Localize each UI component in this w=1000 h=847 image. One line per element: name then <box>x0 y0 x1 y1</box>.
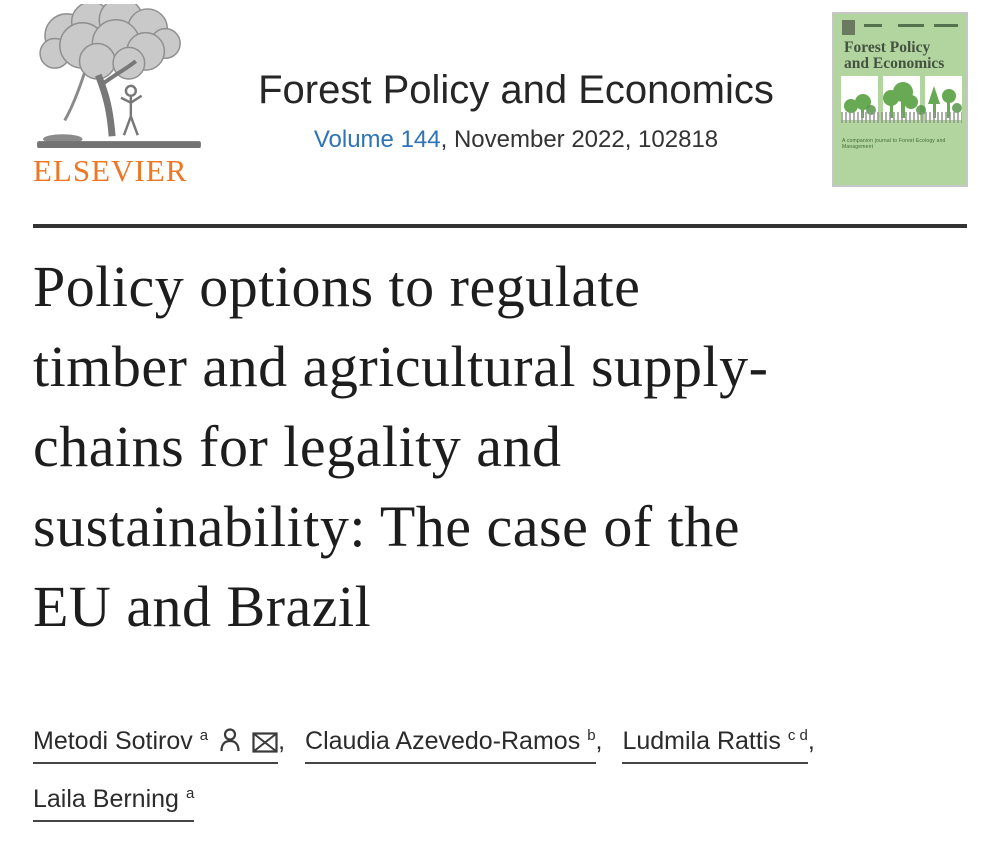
author-link-3[interactable]: Ludmila Rattis c d <box>622 726 808 764</box>
author-separator: , <box>595 727 603 755</box>
volume-link[interactable]: Volume 144 <box>313 126 441 153</box>
author-affiliation-sup: c d <box>787 726 808 744</box>
cover-treeline-texture <box>841 112 962 123</box>
header-divider <box>33 224 967 228</box>
elsevier-tree-icon <box>37 0 201 149</box>
author-name: Ludmila Rattis <box>622 727 781 755</box>
issue-line: Volume 144, November 2022, 102818 <box>210 126 822 154</box>
cover-subtitle: A companion journal to Forest Ecology an… <box>842 138 946 150</box>
cover-journal-title: Forest Policy and Economics <box>844 39 945 72</box>
article-title: Policy options to regulate timber and ag… <box>33 247 983 647</box>
journal-banner: Forest Policy and Economics Volume 144, … <box>210 68 822 154</box>
elsevier-wordmark: ELSEVIER <box>33 153 188 188</box>
cover-elsevier-mark-icon <box>842 20 855 35</box>
person-icon[interactable] <box>218 727 242 753</box>
author-link-4[interactable]: Laila Berning a <box>33 784 195 822</box>
cover-header-text <box>898 24 924 27</box>
author-separator: , <box>807 727 815 755</box>
title-line: chains for legality and <box>33 414 562 479</box>
author-affiliation-sup: a <box>199 726 209 744</box>
title-line: sustainability: The case of the <box>33 494 741 559</box>
elsevier-logo[interactable]: ELSEVIER <box>33 0 205 189</box>
author-list: Metodi Sotirov a , Claudia Azevedo-Ramos b… <box>33 712 983 828</box>
author-name: Claudia Azevedo-Ramos <box>305 727 581 755</box>
author-name: Laila Berning <box>33 785 179 813</box>
journal-cover-thumbnail[interactable]: Forest Policy and Economics A companion … <box>832 12 968 187</box>
journal-title-link[interactable]: Forest Policy and Economics <box>258 68 774 112</box>
title-line: Policy options to regulate <box>33 254 641 319</box>
title-line: EU and Brazil <box>33 574 372 639</box>
email-icon[interactable] <box>252 732 278 753</box>
author-link-1[interactable]: Metodi Sotirov a <box>33 726 279 764</box>
author-link-2[interactable]: Claudia Azevedo-Ramos b <box>305 726 596 764</box>
title-line: timber and agricultural supply- <box>33 334 769 399</box>
author-name: Metodi Sotirov <box>33 727 193 755</box>
author-affiliation-sup: b <box>587 726 596 744</box>
cover-header-text <box>934 24 958 27</box>
cover-header-text <box>864 24 882 27</box>
author-affiliation-sup: a <box>185 784 195 802</box>
author-separator: , <box>278 727 286 755</box>
issue-info: , November 2022, 102818 <box>440 126 719 153</box>
